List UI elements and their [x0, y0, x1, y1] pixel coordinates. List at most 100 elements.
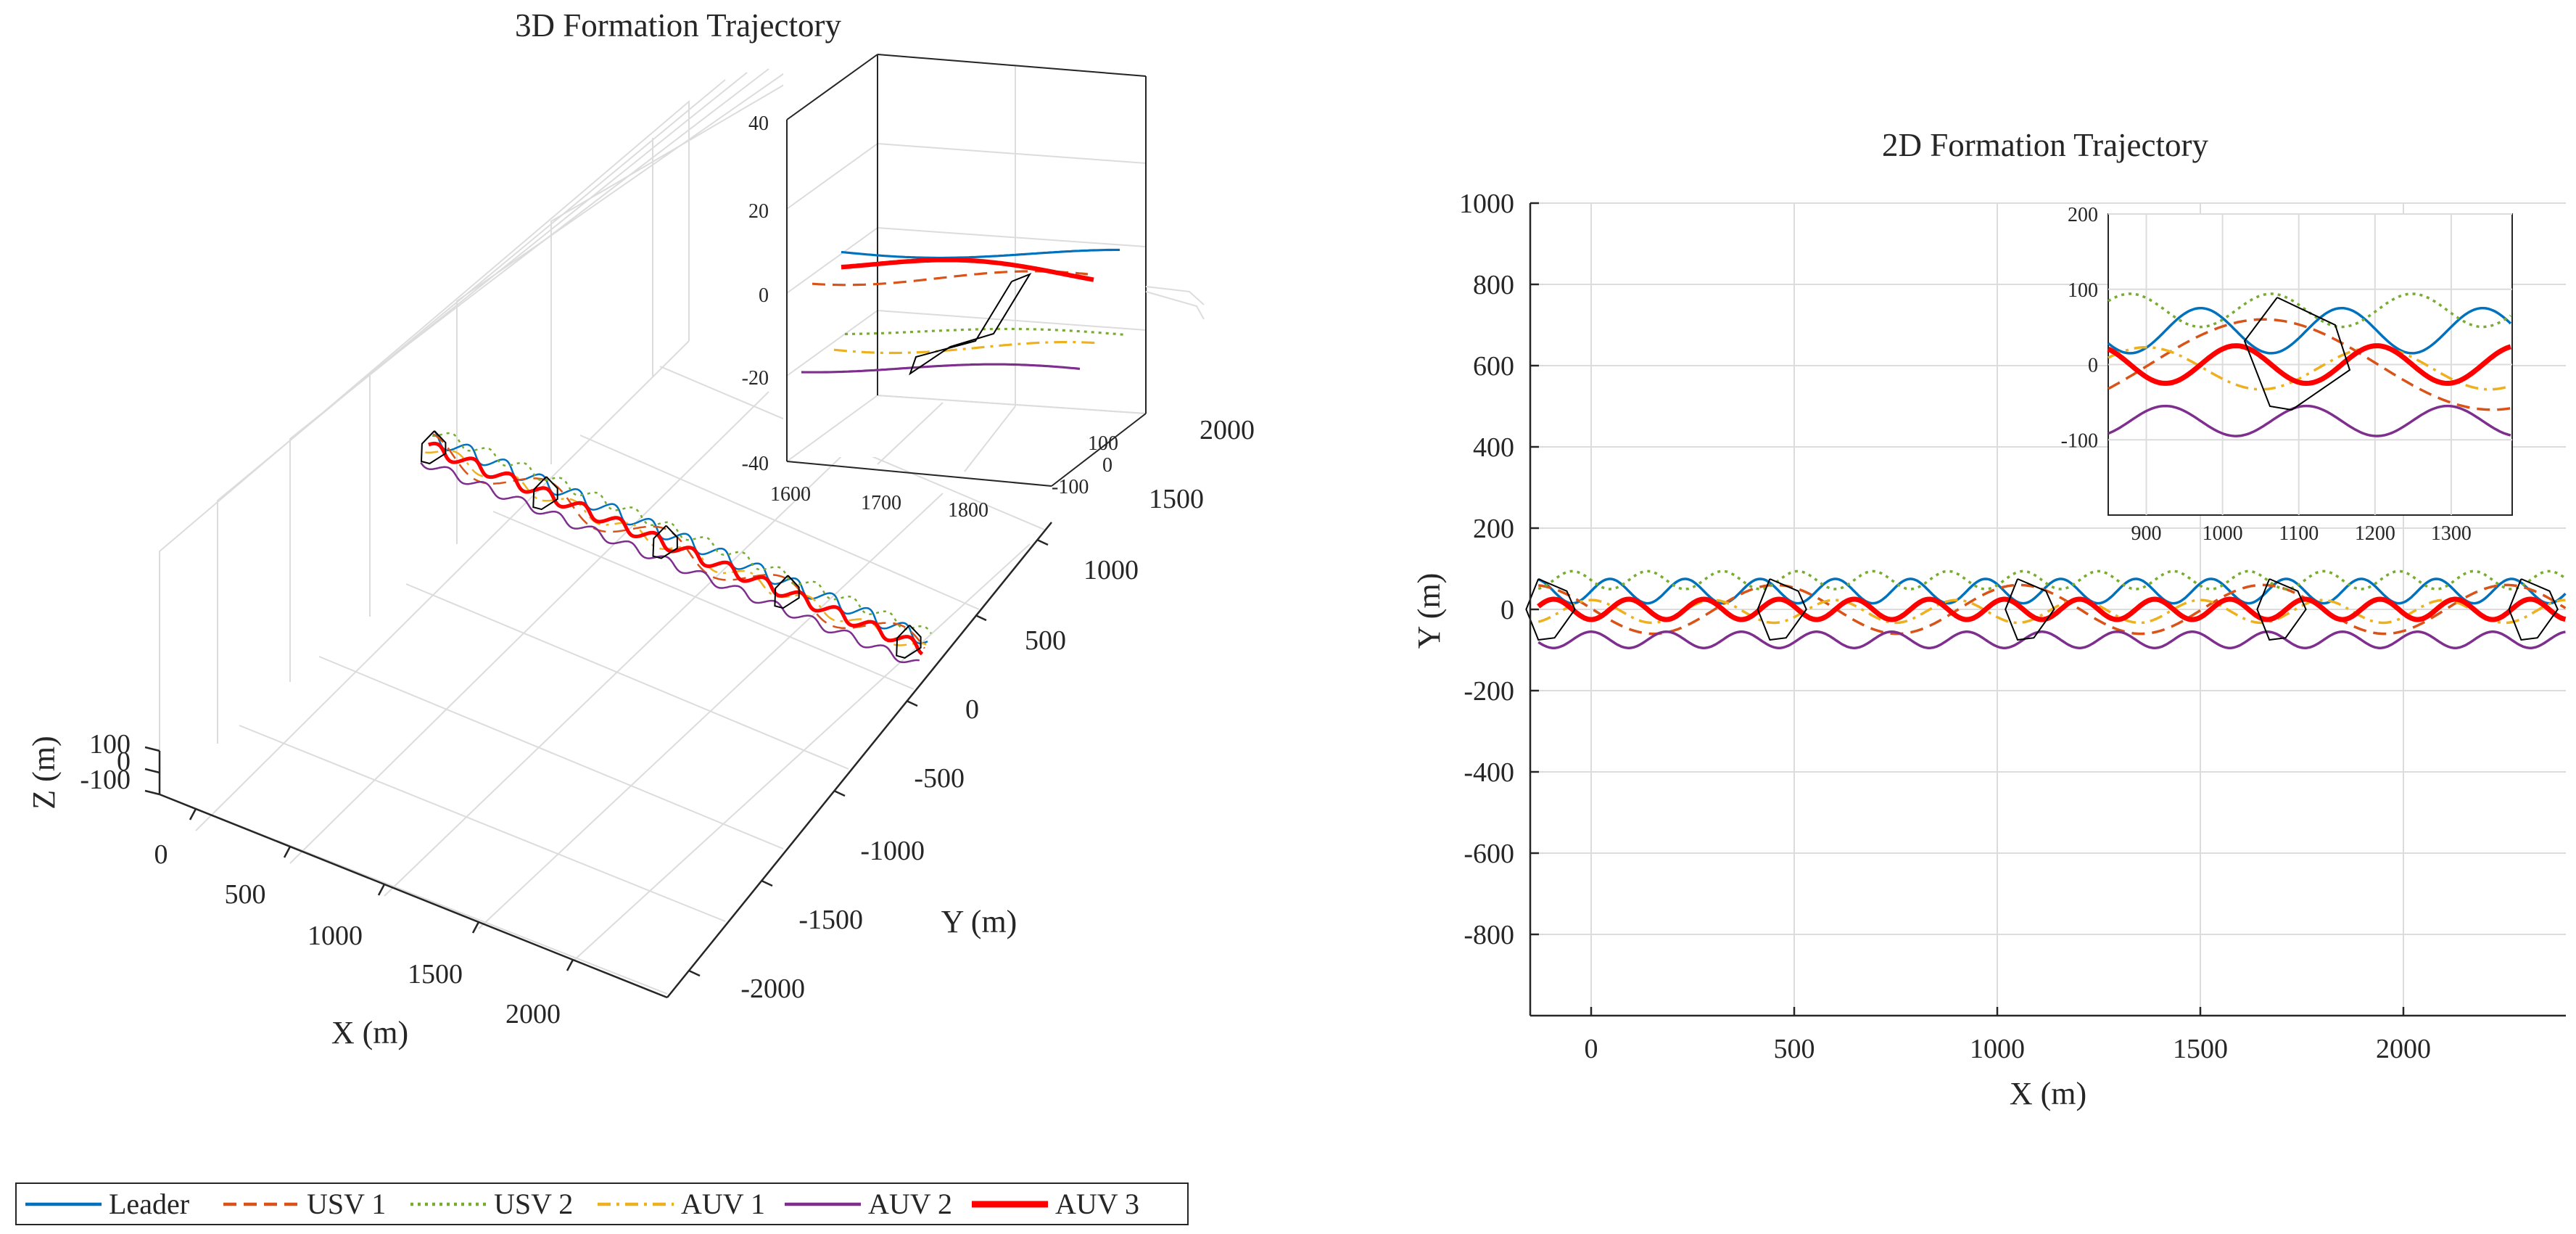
- tick-3d-x-1: 500: [225, 879, 266, 910]
- trajectory-3d-series: [420, 430, 932, 664]
- axis-3d-zlabel: Z (m): [26, 736, 62, 809]
- axes-3d: [144, 522, 1052, 999]
- inset-2d-grid: [2108, 213, 2512, 515]
- series-2d-auv-2: [1537, 630, 2566, 649]
- tick-3d-y-4: 0: [965, 694, 979, 725]
- tick-2d-x-2: 1000: [1970, 1034, 2025, 1064]
- tick-3d-inset-z-0: 40: [748, 112, 769, 135]
- inset-3d-leader: [841, 248, 1120, 259]
- tick-2d-inset-x-3: 1200: [2355, 522, 2395, 545]
- tick-2d-inset-x-4: 1300: [2431, 522, 2472, 545]
- tick-3d-y-5: 500: [1025, 625, 1066, 656]
- tick-3d-inset-z-3: -20: [742, 367, 769, 390]
- tick-3d-inset-x-1: 1700: [861, 492, 901, 514]
- tick-3d-z-0: 100: [89, 729, 131, 760]
- legend-label-leader: Leader: [109, 1188, 189, 1220]
- inset-3d-auv-1: [833, 341, 1096, 355]
- inset-3d-series: [801, 248, 1127, 374]
- tick-2d-y-4: 200: [1473, 514, 1514, 544]
- tick-3d-inset-x-2: 1800: [948, 499, 988, 522]
- tick-3d-inset-y-0: 100: [1088, 432, 1118, 455]
- tick-3d-inset-y-2: -100: [1052, 476, 1089, 498]
- tick-3d-y-8: 2000: [1200, 415, 1255, 445]
- inset-2d-auv-1: [2108, 345, 2511, 391]
- formation-snapshots-2d: [1525, 578, 2559, 641]
- ticks-3d-z: 100 0 -100: [80, 729, 131, 795]
- tick-2d-inset-x-0: 900: [2131, 522, 2162, 545]
- series-3d-auv-3: [428, 441, 924, 656]
- tick-2d-y-9: -800: [1464, 920, 1514, 950]
- formation-snapshot-2d-4: [2508, 578, 2559, 641]
- tick-2d-y-0: 1000: [1459, 189, 1514, 219]
- ticks-3d-x: 0 500 1000 1500 2000: [154, 839, 561, 1029]
- tick-3d-y-7: 1500: [1149, 484, 1204, 514]
- series-2d-usv-2: [1537, 569, 2567, 591]
- tick-2d-inset-y-1: 100: [2068, 279, 2098, 302]
- series-3d-auv-2: [420, 461, 920, 664]
- tick-2d-y-7: -400: [1464, 757, 1514, 788]
- tick-2d-x-0: 0: [1585, 1034, 1598, 1064]
- inset-2d-usv-1: [2108, 318, 2511, 411]
- inset-3d-usv-2: [844, 327, 1127, 337]
- series-2d-leader: [1537, 577, 2567, 605]
- series-2d-usv-1: [1537, 583, 2567, 635]
- tick-2d-y-2: 600: [1473, 351, 1514, 382]
- x-ticks-2d: 0 500 1000 1500 2000: [1585, 1007, 2431, 1064]
- ticks-3d-inset-x: 1600 1700 1800: [770, 483, 988, 522]
- tick-3d-y-2: -1000: [860, 836, 925, 866]
- panel-2d: 2D Formation Trajectory 0 500 1000 1500 2000…: [1411, 127, 2567, 1111]
- ticks-3d-y: -2000 -1500 -1000 -500 0 500 1000 1500 2…: [740, 415, 1255, 1004]
- tick-2d-inset-y-0: 200: [2068, 204, 2098, 226]
- inset-2d-auv-3: [2107, 343, 2511, 386]
- formation-snapshot-3d-3: [774, 575, 800, 609]
- tick-3d-y-3: -500: [914, 763, 965, 794]
- formation-snapshot-3d-0: [420, 430, 447, 465]
- tick-3d-y-6: 1000: [1083, 555, 1139, 585]
- inset-2d-leader: [2107, 306, 2512, 355]
- formation-snapshot-2d-3: [2256, 578, 2307, 641]
- tick-2d-y-5: 0: [1500, 595, 1514, 625]
- inset-3d-auv-3: [841, 258, 1094, 282]
- panel-3d: 3D Formation Trajectory: [26, 7, 1255, 1050]
- tick-3d-y-1: -1500: [798, 905, 863, 935]
- formation-snapshot-2d-2: [2005, 578, 2055, 641]
- inset-2d-auv-2: [2108, 404, 2511, 437]
- tick-2d-y-6: -200: [1464, 676, 1514, 707]
- formation-snapshot-3d-1: [532, 476, 558, 511]
- series-2d-auv-3: [1537, 596, 2567, 622]
- tick-2d-x-3: 1500: [2173, 1034, 2228, 1064]
- y-ticks-2d: 1000 800 600 400 200 0 -200 -400 -600 -800: [1459, 189, 1539, 950]
- tick-3d-x-4: 2000: [505, 999, 561, 1029]
- tick-2d-inset-y-2: 0: [2088, 355, 2098, 377]
- chart-3d-title: 3D Formation Trajectory: [515, 7, 841, 44]
- tick-2d-y-3: 400: [1473, 432, 1514, 463]
- tick-2d-y-8: -600: [1464, 839, 1514, 869]
- axis-2d-ylabel: Y (m): [1411, 573, 1447, 649]
- legend-label-auv-3: AUV 3: [1055, 1188, 1139, 1220]
- inset-3d-auv-2: [801, 363, 1081, 374]
- tick-2d-inset-y-3: -100: [2061, 429, 2098, 452]
- tick-3d-inset-z-1: 20: [748, 200, 769, 223]
- tick-3d-inset-x-0: 1600: [770, 483, 811, 506]
- tick-2d-y-1: 800: [1473, 270, 1514, 300]
- tick-3d-inset-z-2: 0: [759, 284, 769, 307]
- formation-snapshots-3d: [420, 430, 922, 659]
- inset-3d-formation-polygon: [909, 272, 1032, 376]
- legend-label-auv-2: AUV 2: [868, 1188, 952, 1220]
- legend-label-usv-2: USV 2: [494, 1188, 573, 1220]
- tick-3d-inset-z-4: -40: [742, 453, 769, 475]
- formation-snapshot-3d-2: [652, 525, 678, 559]
- tick-3d-z-2: -100: [80, 765, 131, 795]
- axis-3d-xlabel: X (m): [331, 1015, 408, 1050]
- tick-2d-inset-x-2: 1100: [2279, 522, 2319, 545]
- formation-snapshot-3d-4: [896, 625, 922, 659]
- formation-snapshot-2d-1: [1756, 578, 1807, 641]
- tick-2d-x-1: 500: [1774, 1034, 1815, 1064]
- tick-3d-y-0: -2000: [740, 974, 805, 1004]
- legend-label-auv-1: AUV 1: [681, 1188, 765, 1220]
- tick-3d-inset-y-1: 0: [1102, 454, 1112, 477]
- axis-3d-ylabel: Y (m): [941, 904, 1017, 939]
- series-3d-usv-2: [432, 432, 932, 634]
